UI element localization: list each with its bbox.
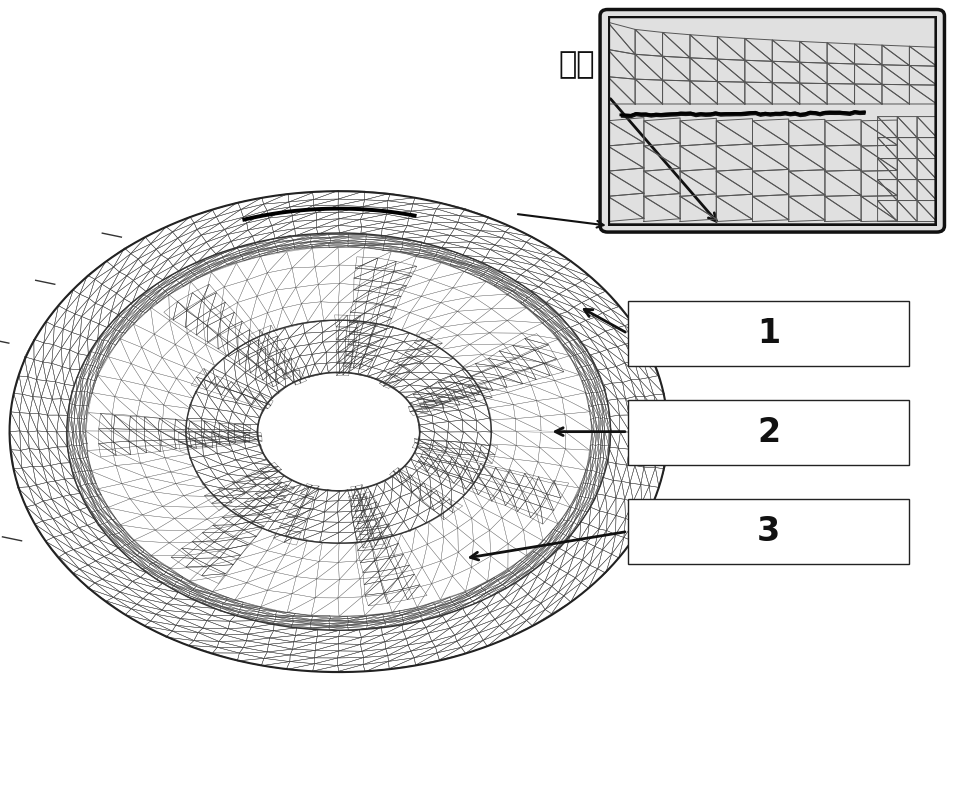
Text: 裂纹: 裂纹 [558, 51, 595, 79]
Text: 2: 2 [756, 416, 780, 449]
Bar [627, 301, 908, 366]
Text: 1: 1 [756, 317, 780, 350]
FancyBboxPatch shape [599, 10, 943, 232]
Text: 3: 3 [756, 515, 780, 548]
Bar [627, 499, 908, 564]
Bar [627, 400, 908, 465]
